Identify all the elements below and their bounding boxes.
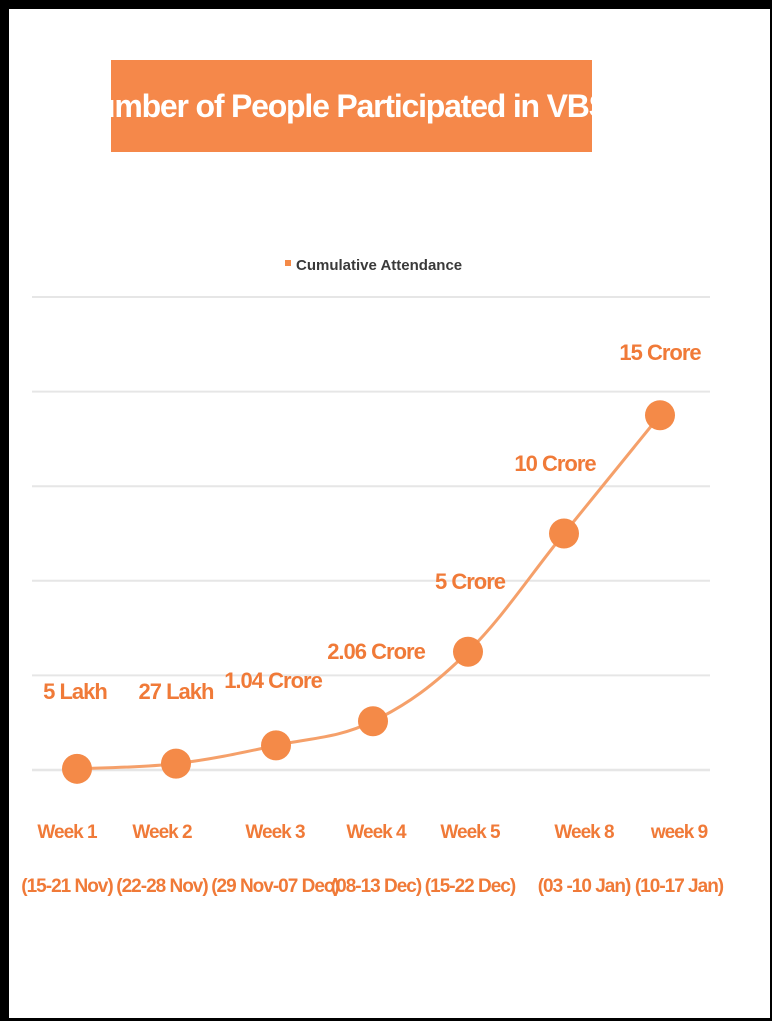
- legend-marker: [285, 260, 291, 266]
- x-tick-week-3: Week 3: [245, 822, 305, 843]
- chart-title: Number of People Participated in VBSY: [74, 87, 630, 124]
- x-tick-labels: Week 1 (15-21 Nov) Week 2 (22-28 Nov) Week 3…: [21, 822, 725, 897]
- data-point-7: [645, 400, 675, 431]
- data-label-3: 1.04 Crore: [224, 668, 322, 693]
- data-point-1: [62, 753, 92, 784]
- data-label-6: 10 Crore: [514, 451, 596, 476]
- data-points: [62, 400, 675, 784]
- legend-label: Cumulative Attendance: [296, 257, 462, 274]
- x-tick-range-1: (15-21 Nov): [21, 876, 113, 897]
- x-tick-range-2: (22-28 Nov): [116, 876, 208, 897]
- x-tick-week-4: Week 4: [346, 822, 407, 843]
- x-tick-week-5: Week 5: [440, 822, 501, 843]
- x-tick-range-7: (10-17 Jan): [635, 876, 724, 897]
- x-tick-range-3: (29 Nov-07 Dec): [211, 876, 339, 897]
- x-tick-range-4: (08-13 Dec): [331, 876, 422, 897]
- x-tick-week-6: Week 8: [554, 822, 614, 843]
- chart-title-banner: Number of People Participated in VBSY: [74, 60, 630, 152]
- data-label-2: 27 Lakh: [139, 679, 214, 704]
- x-tick-week-2: Week 2: [132, 822, 192, 843]
- data-point-5: [453, 636, 483, 667]
- x-tick-week-1: Week 1: [37, 822, 98, 843]
- data-label-7: 15 Crore: [619, 340, 701, 365]
- x-tick-range-6: (03 -10 Jan): [538, 876, 631, 897]
- data-label-5: 5 Crore: [435, 569, 506, 594]
- x-tick-range-5: (15-22 Dec): [425, 876, 516, 897]
- data-label-4: 2.06 Crore: [327, 639, 425, 664]
- x-tick-week-7: week 9: [650, 822, 708, 843]
- legend: Cumulative Attendance: [285, 257, 462, 274]
- data-point-6: [549, 518, 579, 549]
- gridlines: [32, 296, 710, 772]
- data-label-1: 5 Lakh: [43, 679, 107, 704]
- data-point-3: [261, 730, 291, 761]
- data-point-4: [358, 706, 388, 737]
- data-point-2: [161, 748, 191, 779]
